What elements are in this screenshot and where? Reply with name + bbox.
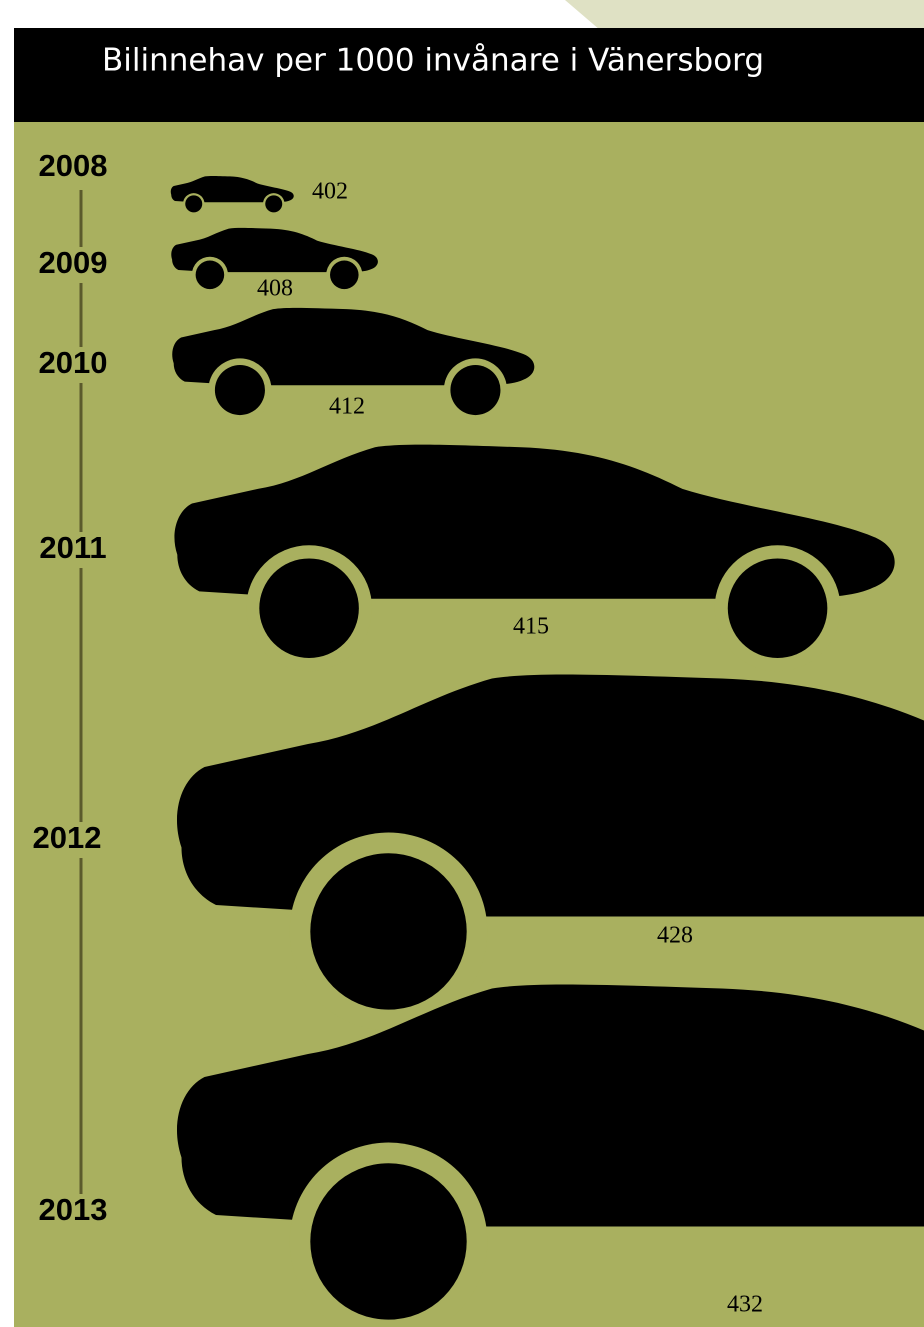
car bbox=[177, 674, 924, 1031]
wheel bbox=[259, 558, 359, 659]
car bbox=[171, 227, 378, 293]
year-backdrop bbox=[40, 822, 122, 858]
year-label: 2013 bbox=[39, 1192, 108, 1227]
year-label: 2011 bbox=[39, 530, 106, 565]
year-label: 2008 bbox=[39, 148, 108, 183]
year-label: 2010 bbox=[39, 345, 108, 380]
value-label: 408 bbox=[257, 276, 293, 302]
car bbox=[177, 984, 924, 1327]
year-backdrop bbox=[40, 347, 122, 383]
chart-title: Bilinnehav per 1000 invånare i Vänersbor… bbox=[102, 43, 764, 79]
wheel bbox=[195, 260, 225, 290]
year-backdrop bbox=[40, 247, 122, 283]
value-label: 432 bbox=[727, 1292, 763, 1318]
wheel bbox=[185, 195, 203, 213]
value-label: 412 bbox=[329, 394, 365, 420]
cars bbox=[170, 175, 924, 1327]
value-label: 402 bbox=[312, 179, 348, 205]
year-backdrop bbox=[40, 150, 122, 186]
wheel bbox=[727, 558, 828, 659]
car-body bbox=[174, 444, 895, 599]
year-label: 2012 bbox=[33, 820, 102, 855]
value-label: 428 bbox=[657, 923, 693, 949]
year-backdrop bbox=[40, 1194, 122, 1230]
year-backdrop bbox=[40, 532, 122, 568]
car-body bbox=[171, 227, 378, 273]
car bbox=[170, 175, 294, 215]
wheel bbox=[265, 195, 283, 213]
labels: 402 2008 408 2009 412 2010 415 2011 428 2012 432 20… bbox=[33, 148, 763, 1317]
header-band bbox=[14, 28, 924, 123]
wheel bbox=[214, 365, 265, 416]
car bbox=[174, 444, 895, 672]
value-label: 415 bbox=[513, 614, 549, 640]
wheel bbox=[310, 853, 467, 1010]
wheel bbox=[310, 1163, 467, 1320]
year-label: 2009 bbox=[39, 245, 108, 280]
car-body bbox=[172, 307, 535, 386]
car-body bbox=[170, 175, 294, 203]
car bbox=[172, 307, 535, 422]
top-tab bbox=[565, 0, 924, 30]
wheel bbox=[330, 260, 359, 290]
wheel bbox=[450, 365, 501, 416]
